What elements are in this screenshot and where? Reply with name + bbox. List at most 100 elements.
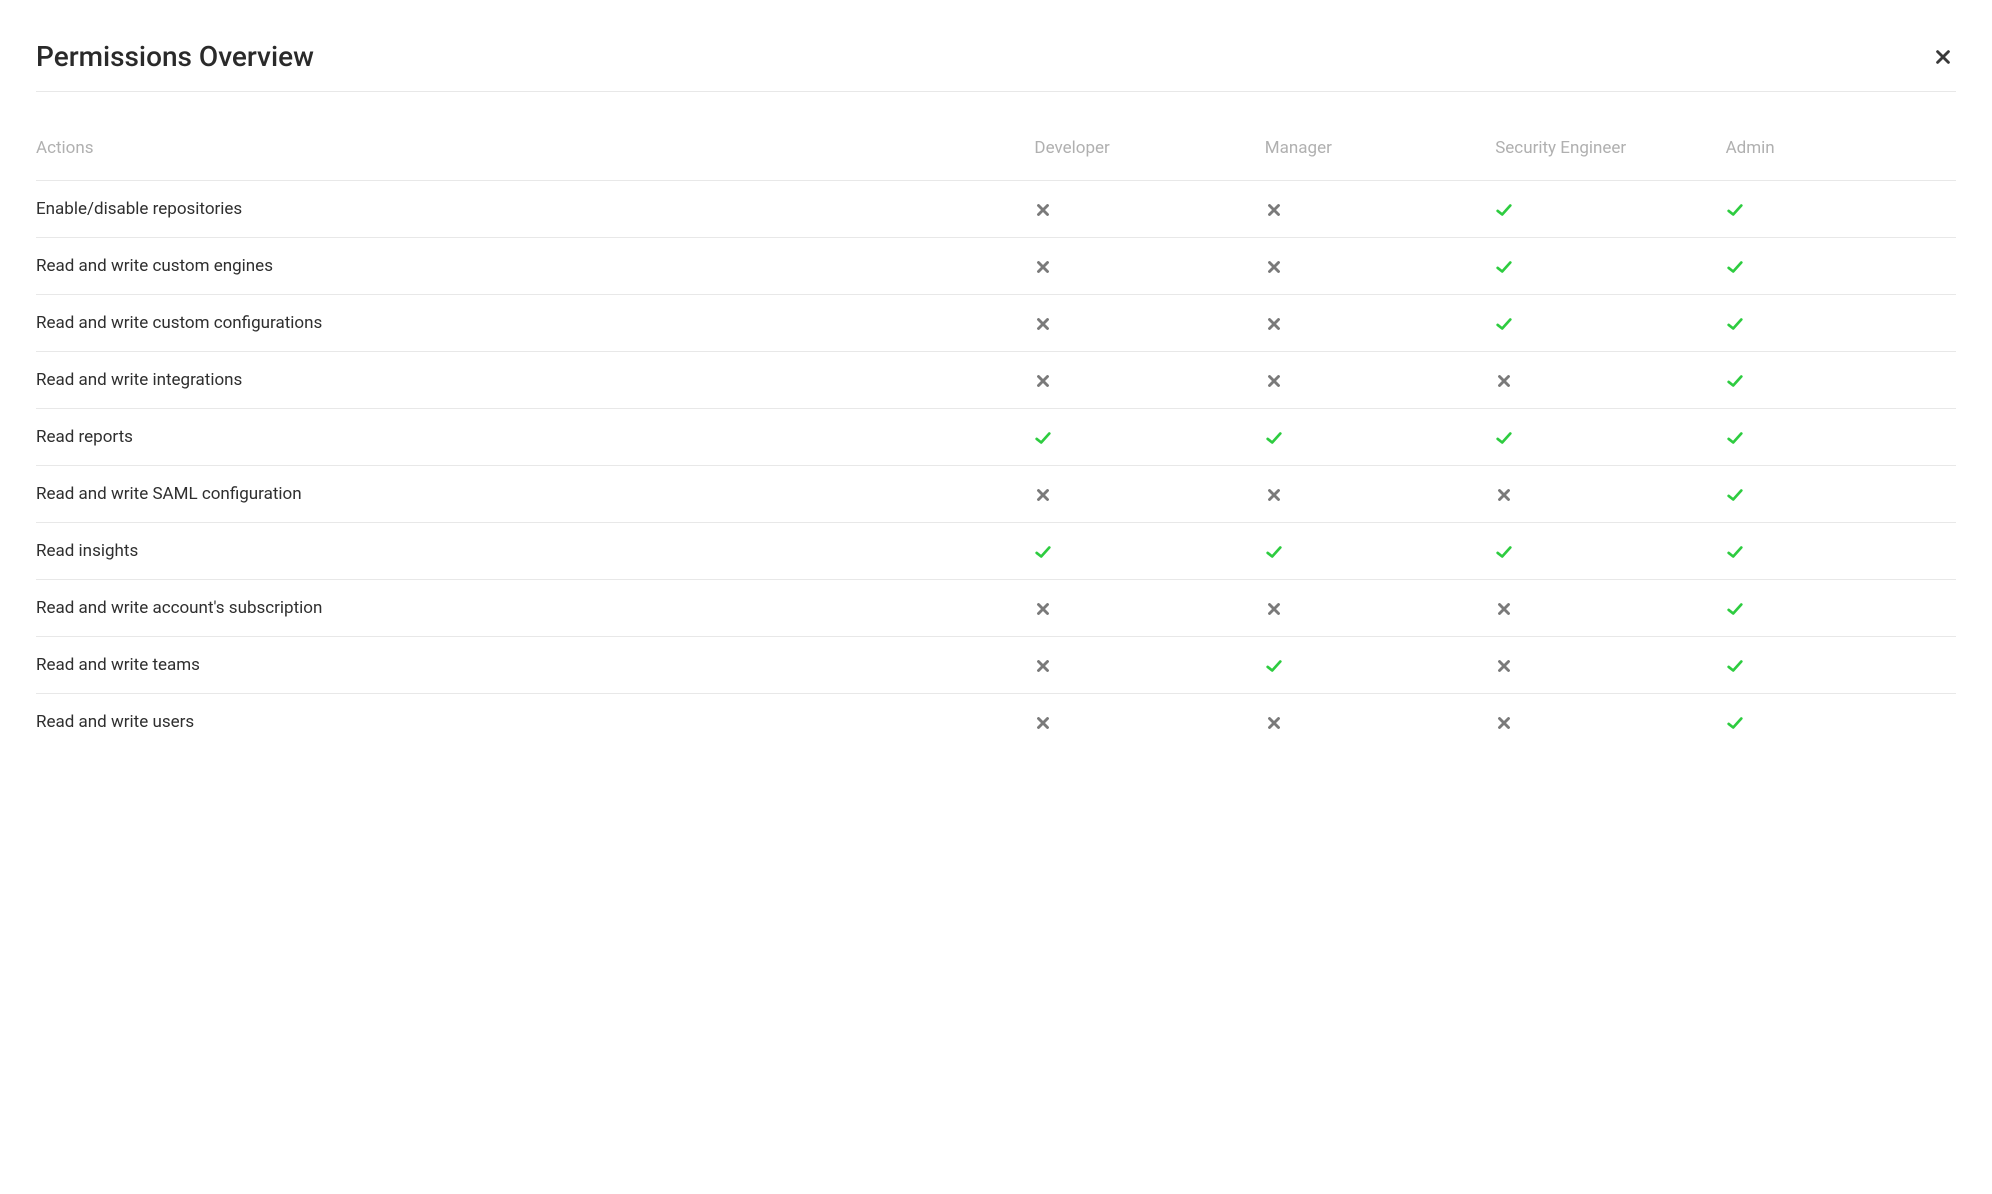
check-icon <box>1495 429 1513 447</box>
permission-cell-security_engineer <box>1495 637 1725 694</box>
check-icon <box>1265 543 1283 561</box>
table-row: Read and write teams <box>36 637 1956 694</box>
check-icon <box>1726 600 1744 618</box>
action-label: Read insights <box>36 523 1034 580</box>
check-icon <box>1034 543 1052 561</box>
check-icon <box>1034 429 1052 447</box>
cross-icon <box>1034 315 1052 333</box>
permission-cell-security_engineer <box>1495 409 1725 466</box>
table-row: Enable/disable repositories <box>36 181 1956 238</box>
permission-cell-manager <box>1265 352 1495 409</box>
action-label: Read and write integrations <box>36 352 1034 409</box>
permission-cell-developer <box>1034 181 1264 238</box>
permission-cell-security_engineer <box>1495 694 1725 751</box>
cross-icon <box>1265 258 1283 276</box>
check-icon <box>1726 486 1744 504</box>
check-icon <box>1495 201 1513 219</box>
table-row: Read and write custom engines <box>36 238 1956 295</box>
permission-cell-developer <box>1034 637 1264 694</box>
cross-icon <box>1034 600 1052 618</box>
permissions-table: Actions Developer Manager Security Engin… <box>36 124 1956 750</box>
permission-cell-manager <box>1265 238 1495 295</box>
permission-cell-manager <box>1265 181 1495 238</box>
permission-cell-security_engineer <box>1495 295 1725 352</box>
action-label: Read and write custom engines <box>36 238 1034 295</box>
permission-cell-security_engineer <box>1495 352 1725 409</box>
action-label: Read and write teams <box>36 637 1034 694</box>
permission-cell-admin <box>1726 637 1956 694</box>
table-row: Read and write SAML configuration <box>36 466 1956 523</box>
cross-icon <box>1265 201 1283 219</box>
table-row: Read reports <box>36 409 1956 466</box>
column-header-admin: Admin <box>1726 124 1956 181</box>
check-icon <box>1495 315 1513 333</box>
close-button[interactable] <box>1930 44 1956 70</box>
check-icon <box>1726 258 1744 276</box>
check-icon <box>1726 201 1744 219</box>
check-icon <box>1495 543 1513 561</box>
table-header: Actions Developer Manager Security Engin… <box>36 124 1956 181</box>
cross-icon <box>1495 657 1513 675</box>
permission-cell-admin <box>1726 409 1956 466</box>
permission-cell-manager <box>1265 295 1495 352</box>
action-label: Read and write users <box>36 694 1034 751</box>
action-label: Read and write account's subscription <box>36 580 1034 637</box>
cross-icon <box>1034 657 1052 675</box>
permission-cell-manager <box>1265 466 1495 523</box>
check-icon <box>1495 258 1513 276</box>
permission-cell-developer <box>1034 580 1264 637</box>
action-label: Read reports <box>36 409 1034 466</box>
cross-icon <box>1495 600 1513 618</box>
column-header-actions: Actions <box>36 124 1034 181</box>
permission-cell-developer <box>1034 238 1264 295</box>
permission-cell-security_engineer <box>1495 238 1725 295</box>
cross-icon <box>1495 714 1513 732</box>
permission-cell-developer <box>1034 523 1264 580</box>
permission-cell-admin <box>1726 523 1956 580</box>
permission-cell-admin <box>1726 466 1956 523</box>
permission-cell-security_engineer <box>1495 181 1725 238</box>
permission-cell-manager <box>1265 523 1495 580</box>
check-icon <box>1726 714 1744 732</box>
table-row: Read insights <box>36 523 1956 580</box>
check-icon <box>1726 315 1744 333</box>
check-icon <box>1726 657 1744 675</box>
column-header-developer: Developer <box>1034 124 1264 181</box>
cross-icon <box>1265 372 1283 390</box>
cross-icon <box>1034 201 1052 219</box>
cross-icon <box>1265 486 1283 504</box>
action-label: Read and write SAML configuration <box>36 466 1034 523</box>
check-icon <box>1726 372 1744 390</box>
cross-icon <box>1034 258 1052 276</box>
table-row: Read and write users <box>36 694 1956 751</box>
table-row: Read and write custom configurations <box>36 295 1956 352</box>
permission-cell-manager <box>1265 580 1495 637</box>
cross-icon <box>1495 486 1513 504</box>
permission-cell-developer <box>1034 466 1264 523</box>
permission-cell-admin <box>1726 238 1956 295</box>
column-header-manager: Manager <box>1265 124 1495 181</box>
check-icon <box>1265 657 1283 675</box>
column-header-security-engineer: Security Engineer <box>1495 124 1725 181</box>
permission-cell-manager <box>1265 409 1495 466</box>
action-label: Enable/disable repositories <box>36 181 1034 238</box>
permission-cell-admin <box>1726 580 1956 637</box>
permission-cell-manager <box>1265 637 1495 694</box>
cross-icon <box>1034 714 1052 732</box>
cross-icon <box>1034 486 1052 504</box>
table-row: Read and write account's subscription <box>36 580 1956 637</box>
check-icon <box>1265 429 1283 447</box>
check-icon <box>1726 543 1744 561</box>
permission-cell-security_engineer <box>1495 580 1725 637</box>
cross-icon <box>1265 714 1283 732</box>
cross-icon <box>1265 600 1283 618</box>
cross-icon <box>1495 372 1513 390</box>
check-icon <box>1726 429 1744 447</box>
page-title: Permissions Overview <box>36 40 314 73</box>
table-body: Enable/disable repositoriesRead and writ… <box>36 181 1956 751</box>
dialog-header: Permissions Overview <box>36 40 1956 92</box>
permission-cell-admin <box>1726 181 1956 238</box>
permission-cell-manager <box>1265 694 1495 751</box>
permission-cell-security_engineer <box>1495 466 1725 523</box>
cross-icon <box>1034 372 1052 390</box>
